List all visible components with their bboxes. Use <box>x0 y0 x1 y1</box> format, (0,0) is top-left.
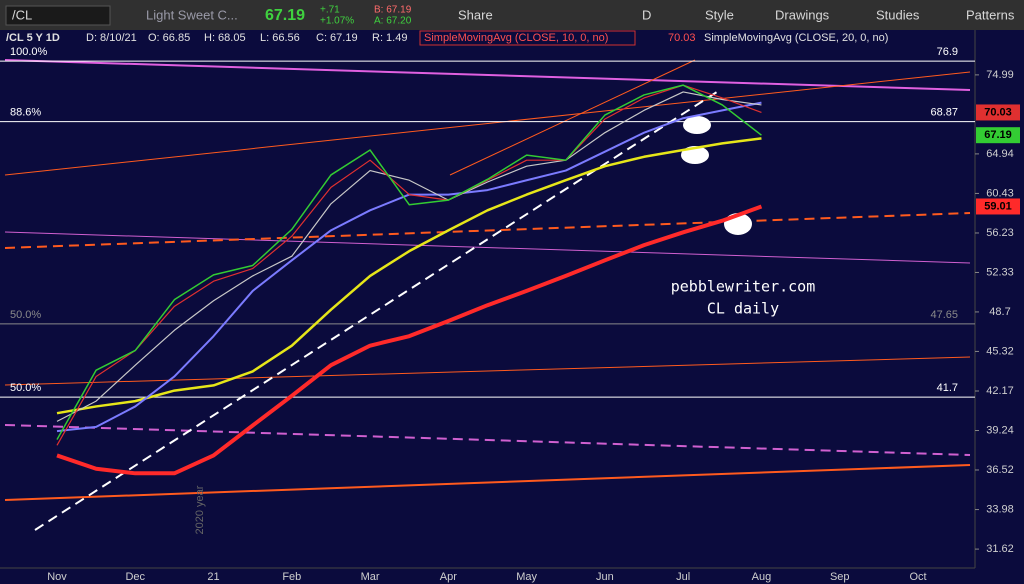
header-close: C: 67.19 <box>316 32 358 44</box>
y-tick-label: 74.99 <box>986 69 1014 81</box>
style-button[interactable]: Style <box>705 7 734 22</box>
ask: A: 67.20 <box>374 16 412 27</box>
studies-button[interactable]: Studies <box>876 7 920 22</box>
symbol-box[interactable] <box>5 5 111 26</box>
y-tick-label: 60.43 <box>986 187 1014 199</box>
change: +.71 <box>320 5 340 16</box>
y-tick-label: 31.62 <box>986 543 1014 555</box>
trend-line <box>4 231 971 264</box>
fib-label: 50.0% <box>10 382 41 394</box>
drawings-button[interactable]: Drawings <box>775 7 830 22</box>
x-tick-label: May <box>516 571 537 583</box>
y-tick-label: 56.23 <box>986 227 1014 239</box>
fib-value: 41.7 <box>937 382 958 394</box>
fib-label: 100.0% <box>10 46 48 58</box>
header-high: H: 68.05 <box>204 32 246 44</box>
series-line <box>56 137 762 415</box>
trend-line <box>4 464 971 501</box>
y-tick-label: 39.24 <box>986 424 1014 436</box>
y-tick-label: 45.32 <box>986 345 1014 357</box>
price-box <box>976 127 1020 144</box>
highlight <box>683 116 711 134</box>
x-tick-label: Oct <box>909 571 926 583</box>
x-tick-label: Apr <box>440 571 457 583</box>
trend-line <box>4 59 971 91</box>
trend-line <box>4 71 971 176</box>
y-tick-label: 64.94 <box>986 148 1014 160</box>
fib-label: 50.0% <box>10 309 41 321</box>
patterns-button[interactable]: Patterns <box>966 7 1015 22</box>
y-tick-label: 42.17 <box>986 385 1014 397</box>
highlight <box>681 146 709 164</box>
x-tick-label: Feb <box>282 571 301 583</box>
toolbar <box>0 0 1024 30</box>
chart-pane <box>0 30 1024 584</box>
study-box <box>419 30 636 46</box>
y-tick-label: 33.98 <box>986 503 1014 515</box>
fib-value: 47.65 <box>930 309 958 321</box>
header-range: R: 1.49 <box>372 32 407 44</box>
x-tick-label: 21 <box>207 571 219 583</box>
y-tick-label: 52.33 <box>986 266 1014 278</box>
period-button[interactable]: D <box>642 7 651 22</box>
price-box <box>976 104 1020 121</box>
x-tick-label: Mar <box>361 571 380 583</box>
fib-value: 76.9 <box>937 46 958 58</box>
symbol[interactable]: /CL <box>12 7 32 22</box>
x-tick-label: Sep <box>830 571 850 583</box>
header-low: L: 66.56 <box>260 32 300 44</box>
x-tick-label: Jul <box>676 571 690 583</box>
series-line <box>56 91 762 422</box>
trend-line <box>4 356 971 386</box>
header-open: O: 66.85 <box>148 32 190 44</box>
drawings <box>4 59 971 531</box>
series-line <box>56 204 763 476</box>
last-price: 67.19 <box>265 7 305 24</box>
annotation: CL daily <box>707 300 779 318</box>
price-box-label: 67.19 <box>984 129 1012 141</box>
x-tick-label: Jun <box>596 571 614 583</box>
x-tick-label: Dec <box>125 571 145 583</box>
share-button[interactable]: Share <box>458 7 493 22</box>
y-tick-label: 36.52 <box>986 464 1014 476</box>
trend-line <box>34 89 721 531</box>
change-pct: +1.07% <box>320 16 354 27</box>
annotation: pebblewriter.com <box>671 278 816 296</box>
x-tick-label: Nov <box>47 571 67 583</box>
fib-value: 68.87 <box>930 107 958 119</box>
trend-line <box>4 424 971 456</box>
study-name: SimpleMovingAvg (CLOSE, 20, 0, no) <box>704 32 888 44</box>
trend-line <box>449 59 696 176</box>
x-tick-label: Aug <box>752 571 772 583</box>
study-name: SimpleMovingAvg (CLOSE, 10, 0, no) <box>424 32 608 44</box>
price-box <box>976 198 1020 215</box>
year-label: 2020 year <box>194 485 206 534</box>
chart-title: /CL 5 Y 1D <box>6 32 60 44</box>
series-line <box>56 84 762 440</box>
description: Light Sweet C... <box>146 7 238 22</box>
trend-line <box>4 212 971 249</box>
y-tick-label: 48.7 <box>989 306 1010 318</box>
fib-label: 88.6% <box>10 107 41 119</box>
series-line <box>56 84 762 446</box>
study-value: 70.03 <box>668 32 696 44</box>
price-box-label: 59.01 <box>984 200 1012 212</box>
bid: B: 67.19 <box>374 5 412 16</box>
price-box-label: 70.03 <box>984 106 1012 118</box>
header-date: D: 8/10/21 <box>86 32 137 44</box>
price-axis <box>975 30 1024 584</box>
